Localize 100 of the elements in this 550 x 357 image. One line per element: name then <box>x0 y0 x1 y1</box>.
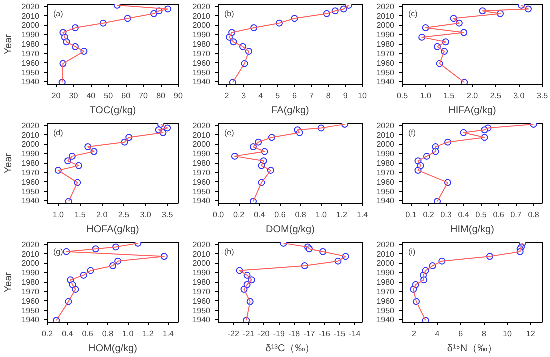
y-tick-label: 1990 <box>22 150 40 159</box>
y-tick-label: 1980 <box>192 40 212 50</box>
x-tick-label: 8 <box>482 330 487 338</box>
y-tick-label: 2000 <box>22 140 40 150</box>
x-axis-title: HIFA(g/kg) <box>448 106 496 116</box>
x-tick-label: 70 <box>139 92 149 100</box>
y-tick-label: 1960 <box>22 178 40 187</box>
y-tick-label: 1970 <box>22 168 40 178</box>
annotation: (b) <box>224 10 235 18</box>
y-tick-label: 1950 <box>192 306 212 316</box>
x-tick-label: 0.1 <box>406 210 418 220</box>
y-tick-label: 2020 <box>192 240 212 250</box>
x-tick-label: 3.0 <box>514 92 526 100</box>
x-tick-label: 2.5 <box>490 92 502 100</box>
x-tick-label: 50 <box>104 92 114 100</box>
y-tick-label: 1980 <box>22 278 40 288</box>
x-tick-label: -16 <box>318 330 331 338</box>
annotation: (d) <box>54 128 64 138</box>
x-tick-label: -18 <box>288 330 301 338</box>
y-tick-label: 2010 <box>376 250 396 259</box>
x-tick-label: 0.8 <box>102 330 114 338</box>
annotation: (e) <box>224 128 235 138</box>
x-tick-label: 2 <box>224 92 230 100</box>
x-axis-title: HOM(g/kg) <box>88 344 138 354</box>
x-tick-label: 0.7 <box>510 210 522 220</box>
y-axis-title: Year <box>4 272 15 293</box>
x-tick-label: 1.5 <box>444 92 456 100</box>
y-tick-label: 1940 <box>376 78 396 87</box>
y-tick-label: 1940 <box>192 316 212 325</box>
y-tick-label: 1940 <box>22 316 40 325</box>
y-axis-title: Year <box>4 152 15 174</box>
x-tick-label: -14 <box>349 330 362 338</box>
y-tick-label: 1970 <box>192 49 212 58</box>
y-tick-label: 2010 <box>376 130 396 140</box>
y-tick-label: 1980 <box>192 159 212 168</box>
y-tick-label: 1950 <box>22 306 40 316</box>
y-tick-label: 1960 <box>22 296 40 306</box>
y-tick-label: 2000 <box>22 259 40 268</box>
x-tick-label: 20 <box>52 92 62 100</box>
y-tick-label: 1980 <box>22 159 40 168</box>
y-tick-label: 2010 <box>22 12 40 21</box>
y-tick-label: 1980 <box>192 278 212 288</box>
y-tick-label: 2020 <box>192 121 212 130</box>
y-tick-label: 1990 <box>192 30 212 40</box>
y-tick-label: 2020 <box>22 240 40 250</box>
x-axis-title: δ¹⁵N（‰） <box>447 344 498 354</box>
x-tick-label: 3.0 <box>140 210 152 220</box>
x-tick-label: 7 <box>309 92 314 100</box>
x-tick-label: 6 <box>458 330 464 338</box>
x-tick-label: 0.4 <box>62 330 74 338</box>
y-tick-label: 1940 <box>376 196 396 206</box>
x-tick-label: 40 <box>86 92 96 100</box>
y-axis-title: Year <box>4 34 15 55</box>
y-tick-label: 1990 <box>22 30 40 40</box>
x-tick-label: 1.5 <box>74 210 86 220</box>
y-tick-label: 2020 <box>376 2 396 12</box>
annotation: (h) <box>224 248 235 256</box>
y-tick-label: 1970 <box>376 168 396 178</box>
y-tick-label: 1990 <box>192 268 212 278</box>
x-tick-label: 60 <box>122 92 132 100</box>
x-tick-label: -21 <box>243 330 256 338</box>
x-tick-label: 1.0 <box>316 210 328 220</box>
x-tick-label: 3.5 <box>536 92 549 100</box>
y-tick-label: 1970 <box>192 168 212 178</box>
y-tick-label: 2010 <box>192 12 212 21</box>
x-tick-label: 4 <box>258 92 264 100</box>
x-axis-title: FA(g/kg) <box>272 106 310 116</box>
y-tick-label: 2000 <box>192 21 212 30</box>
y-tick-label: 2020 <box>22 2 40 12</box>
y-tick-label: 1950 <box>376 187 396 196</box>
annotation: (c) <box>408 10 418 18</box>
y-tick-label: 2010 <box>376 12 396 21</box>
x-tick-label: -17 <box>304 330 316 338</box>
x-axis-title: TOC(g/kg) <box>90 106 136 116</box>
x-tick-label: 0.4 <box>254 210 266 220</box>
annotation: (i) <box>408 248 416 256</box>
x-tick-label: 1.2 <box>142 330 154 338</box>
y-tick-label: 2020 <box>376 121 396 130</box>
y-tick-label: 1960 <box>192 178 212 187</box>
x-tick-label: -19 <box>273 330 286 338</box>
annotation: (a) <box>54 10 64 18</box>
y-tick-label: 2010 <box>22 130 40 140</box>
y-tick-label: 1950 <box>22 187 40 196</box>
x-tick-label: 0.2 <box>423 210 435 220</box>
x-tick-label: 1.4 <box>162 330 175 338</box>
y-tick-label: 1940 <box>192 78 212 87</box>
y-tick-label: 1960 <box>22 58 40 68</box>
x-tick-label: 3 <box>242 92 247 100</box>
y-tick-label: 2020 <box>192 2 212 12</box>
x-axis-title: DOM(g/kg) <box>266 224 315 236</box>
y-tick-label: 1940 <box>22 78 40 87</box>
y-tick-label: 1960 <box>376 58 396 68</box>
x-tick-label: 2.5 <box>118 210 130 220</box>
y-tick-label: 1980 <box>376 159 396 168</box>
y-tick-label: 2010 <box>192 250 212 259</box>
x-tick-label: 2 <box>412 330 417 338</box>
y-tick-label: 1960 <box>376 296 396 306</box>
y-tick-label: 2000 <box>22 21 40 30</box>
x-tick-label: 8 <box>326 92 332 100</box>
y-tick-label: 1950 <box>376 68 396 78</box>
